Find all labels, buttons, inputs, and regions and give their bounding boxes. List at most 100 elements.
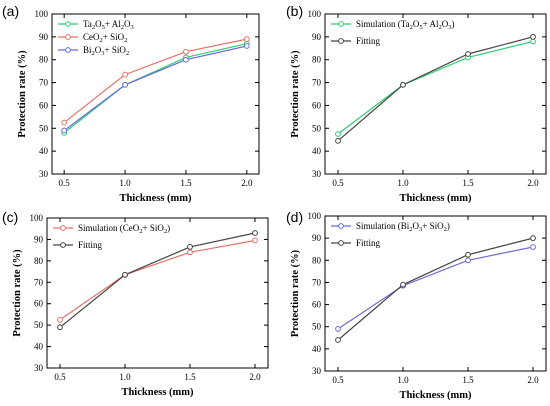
x-axis-title: Thickness (mm) — [121, 387, 194, 398]
series-line — [63, 45, 247, 132]
legend-entry-part: 2 — [92, 50, 95, 57]
series-line — [337, 40, 534, 135]
x-tick-label: 0.5 — [332, 178, 344, 188]
y-tick-label: 70 — [34, 277, 44, 287]
legend-entry: Simulation (Ta2O5+ Al2O3) — [356, 19, 454, 31]
panel-label: (c) — [2, 209, 18, 225]
legend-entry-part: 2 — [410, 24, 413, 31]
x-tick-label: 2.0 — [249, 372, 261, 382]
legend-entry-part: O — [95, 19, 102, 29]
y-axis-title: Protection rate (%) — [17, 50, 28, 138]
series-line — [63, 38, 247, 124]
data-point — [400, 81, 406, 88]
data-point — [61, 127, 68, 134]
y-tick-label: 80 — [39, 55, 49, 65]
legend-entry-part: 3 — [419, 226, 422, 233]
legend-entry-part: 5 — [102, 24, 105, 31]
y-tick-label: 60 — [39, 100, 49, 110]
y-tick-label: 90 — [39, 32, 49, 42]
data-point — [61, 119, 68, 126]
data-point — [187, 249, 193, 256]
legend-entry-part: + Al — [105, 19, 121, 29]
series-line — [337, 36, 534, 142]
legend-marker — [338, 21, 344, 27]
legend-entry-part: Simulation (CeO — [78, 223, 140, 233]
legend-entry-part: + SiO — [143, 223, 165, 233]
plot-frame — [324, 13, 547, 175]
legend-entry-part: Simulation (Ta — [356, 19, 410, 29]
x-tick-label: 1.0 — [119, 372, 131, 382]
legend-marker — [65, 34, 71, 40]
y-tick-label: 100 — [30, 213, 44, 223]
y-tick-label: 80 — [34, 256, 44, 266]
data-point — [252, 237, 258, 244]
legend-marker — [338, 240, 344, 246]
legend-entry-part: 2 — [409, 226, 412, 233]
y-tick-label: 100 — [35, 9, 49, 19]
legend-marker — [338, 223, 344, 229]
x-tick-label: 1.0 — [119, 178, 131, 188]
panel-label: (d) — [286, 209, 303, 225]
y-axis-title: Protection rate (%) — [12, 249, 23, 337]
legend-marker — [60, 242, 66, 248]
plot-frame — [324, 215, 547, 372]
y-tick-label: 40 — [312, 344, 322, 354]
plot-frame — [46, 217, 269, 369]
legend-entry-part: 5 — [419, 24, 422, 31]
plot-frame — [51, 13, 260, 175]
y-tick-label: 40 — [312, 146, 322, 156]
data-point — [530, 33, 536, 40]
legend-marker — [65, 21, 71, 27]
legend-entry-part: 2 — [164, 228, 167, 235]
legend-entry: Simulation (CeO2+ SiO2) — [78, 223, 170, 235]
y-tick-label: 50 — [39, 123, 49, 133]
series-line — [337, 246, 534, 330]
legend-entry-part: O — [442, 19, 449, 29]
x-tick-label: 1.5 — [462, 178, 474, 188]
x-tick-label: 0.5 — [59, 178, 71, 188]
legend-entry-part: 3 — [101, 50, 104, 57]
y-tick-label: 50 — [34, 320, 44, 330]
data-point — [183, 56, 189, 63]
y-tick-label: 90 — [312, 32, 322, 42]
y-tick-label: 100 — [308, 211, 322, 221]
x-tick-label: 1.0 — [397, 178, 409, 188]
data-point — [465, 51, 471, 57]
data-point — [187, 244, 193, 250]
y-tick-label: 80 — [312, 55, 322, 65]
legend-entry-part: + SiO — [105, 45, 127, 55]
chart-panel: (a) 30 40 50 60 70 80 90 100 0.5 1.0 1.5 2.0 Thicknes… — [2, 3, 260, 204]
y-axis-title: Protection rate (%) — [290, 249, 301, 337]
x-tick-label: 2.0 — [527, 375, 539, 385]
x-axis-title: Thickness (mm) — [119, 193, 192, 204]
x-tick-label: 2.0 — [527, 178, 539, 188]
data-point — [465, 251, 471, 258]
y-axis-title: Protection rate (%) — [290, 50, 301, 138]
data-point — [122, 81, 128, 88]
legend-entry-part: 2 — [100, 37, 103, 44]
x-axis-title: Thickness (mm) — [399, 193, 472, 204]
y-tick-label: 40 — [39, 146, 49, 156]
legend-entry-part: 2 — [124, 37, 127, 44]
data-point — [335, 131, 341, 137]
legend-entry-part: 2 — [139, 228, 142, 235]
legend-entry-part: O — [413, 221, 420, 231]
y-tick-label: 100 — [308, 9, 322, 19]
legend-entry-part: 2 — [126, 50, 129, 57]
x-tick-label: 1.5 — [180, 178, 192, 188]
legend-entry-part: O — [95, 45, 102, 55]
data-point — [335, 326, 341, 332]
data-point — [57, 324, 63, 331]
x-tick-label: 2.0 — [241, 178, 253, 188]
data-point — [183, 48, 189, 55]
legend-entry-part: 2 — [444, 226, 447, 233]
y-tick-label: 90 — [34, 234, 44, 244]
legend-entry-part: 2 — [121, 24, 124, 31]
y-tick-label: 70 — [312, 78, 322, 88]
x-axis-title: Thickness (mm) — [399, 390, 472, 401]
x-tick-label: 0.5 — [54, 372, 66, 382]
legend-entry-part: O — [124, 19, 131, 29]
y-tick-label: 60 — [312, 100, 322, 110]
legend-entry-part: ) — [447, 221, 450, 231]
